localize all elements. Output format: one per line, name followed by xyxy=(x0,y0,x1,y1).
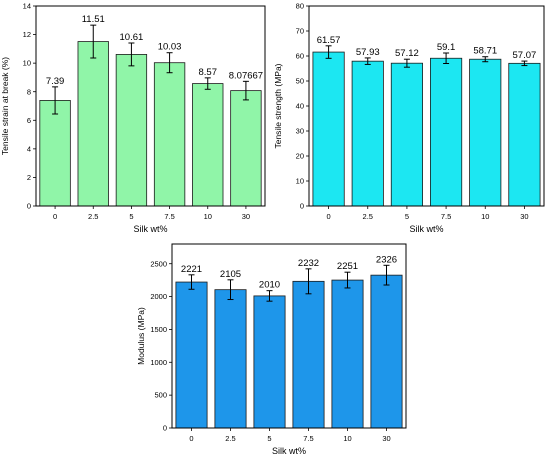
strain-y-tick-label: 4 xyxy=(27,144,31,153)
strain-value-label: 10.03 xyxy=(158,42,182,53)
strain-y-tick-label: 6 xyxy=(27,116,31,125)
modulus-bar xyxy=(331,279,364,429)
strain-x-tick-label: 2.5 xyxy=(88,212,98,221)
strength-value-label: 58.71 xyxy=(473,46,497,57)
modulus-x-tick-label: 30 xyxy=(382,434,390,443)
strain-bar xyxy=(77,41,109,207)
modulus-y-tick-label: 0 xyxy=(163,424,167,433)
modulus-y-tick-label: 2500 xyxy=(150,259,167,268)
strength-value-label: 59.1 xyxy=(437,42,456,53)
modulus-x-axis-title: Silk wt% xyxy=(272,446,306,456)
modulus-plot-frame xyxy=(171,243,407,429)
strain-y-tick-label: 12 xyxy=(23,30,31,39)
modulus-y-tick-label: 500 xyxy=(154,391,167,400)
modulus-x-tick-label: 0 xyxy=(189,434,193,443)
strength-plot-frame xyxy=(308,5,545,207)
modulus-value-label: 2232 xyxy=(298,258,319,269)
modulus-bar xyxy=(370,274,403,429)
strain-x-axis-title: Silk wt% xyxy=(133,224,167,234)
strength-y-tick-label: 70 xyxy=(296,27,304,36)
modulus-bar xyxy=(292,280,325,429)
strain-chart: 7.39 0 11.51 2.5 10.61 5 10.03 7.5 8.57 10 8.07667… xyxy=(0,2,266,234)
strain-value-label: 11.51 xyxy=(82,14,105,25)
strength-bar xyxy=(508,62,541,207)
strain-bar xyxy=(192,83,224,207)
strain-value-label: 8.57 xyxy=(199,67,218,78)
strain-bar xyxy=(39,100,71,207)
strength-x-tick-label: 5 xyxy=(405,212,409,221)
modulus-value-label: 2326 xyxy=(376,254,397,265)
strain-value-label: 7.39 xyxy=(46,76,65,87)
strength-y-tick-label: 50 xyxy=(296,77,304,86)
modulus-y-axis-title: Modulus (MPa) xyxy=(136,307,146,365)
strength-value-label: 57.93 xyxy=(356,47,380,58)
strength-y-tick-label: 80 xyxy=(296,2,304,11)
modulus-x-tick-label: 7.5 xyxy=(303,434,313,443)
strength-chart: 61.57 0 57.93 2.5 57.12 5 59.1 7.5 58.71 10 57.07 3… xyxy=(273,2,545,234)
strain-x-tick-label: 10 xyxy=(204,212,212,221)
strength-y-tick-label: 10 xyxy=(296,177,304,186)
modulus-value-label: 2251 xyxy=(337,261,358,272)
strength-bar xyxy=(430,57,463,207)
strength-y-tick-label: 20 xyxy=(296,152,304,161)
modulus-x-tick-label: 5 xyxy=(267,434,271,443)
strength-x-tick-label: 2.5 xyxy=(363,212,373,221)
strength-x-tick-label: 10 xyxy=(481,212,489,221)
strength-y-tick-label: 30 xyxy=(296,127,304,136)
strain-y-tick-label: 0 xyxy=(27,202,31,211)
strength-y-tick-label: 40 xyxy=(296,102,304,111)
strain-bar xyxy=(230,90,262,207)
strength-y-axis-title: Tensile strength (MPa) xyxy=(273,63,283,148)
strength-y-tick-label: 60 xyxy=(296,52,304,61)
strain-y-tick-label: 14 xyxy=(23,2,31,11)
strain-bar xyxy=(153,62,186,207)
strain-value-label: 8.07667 xyxy=(229,70,263,81)
strain-x-tick-label: 5 xyxy=(129,212,133,221)
strain-y-axis-title: Tensile strain at break (%) xyxy=(0,57,10,155)
modulus-x-tick-label: 2.5 xyxy=(225,434,235,443)
modulus-value-label: 2221 xyxy=(181,264,202,275)
strength-x-tick-label: 30 xyxy=(520,212,528,221)
strength-value-label: 57.12 xyxy=(395,48,419,59)
strength-x-tick-label: 7.5 xyxy=(441,212,451,221)
strain-y-tick-label: 8 xyxy=(27,87,31,96)
strength-bar xyxy=(390,62,423,207)
modulus-bar xyxy=(214,289,247,429)
strength-value-label: 57.07 xyxy=(513,50,537,61)
strength-y-tick-label: 0 xyxy=(300,202,304,211)
strength-bar xyxy=(351,60,384,207)
strain-bar xyxy=(115,54,148,207)
strain-x-tick-label: 0 xyxy=(53,212,57,221)
strain-plot-frame xyxy=(35,5,266,207)
modulus-y-tick-label: 1000 xyxy=(150,358,167,367)
strain-y-tick-label: 10 xyxy=(23,59,31,68)
strength-value-label: 61.57 xyxy=(317,35,341,46)
modulus-chart: 2221 0 2105 2.5 2010 5 2232 7.5 2251 10 2326 30 0 500… xyxy=(136,243,407,456)
strength-x-axis-title: Silk wt% xyxy=(409,224,443,234)
strength-bar xyxy=(469,58,502,207)
strain-x-tick-label: 7.5 xyxy=(164,212,174,221)
modulus-y-tick-label: 1500 xyxy=(150,325,167,334)
strain-x-tick-label: 30 xyxy=(242,212,250,221)
modulus-x-tick-label: 10 xyxy=(343,434,351,443)
modulus-bar xyxy=(175,281,208,429)
strength-x-tick-label: 0 xyxy=(326,212,330,221)
strength-bar xyxy=(312,51,345,207)
modulus-y-tick-label: 2000 xyxy=(150,292,167,301)
modulus-bar xyxy=(253,295,286,429)
modulus-value-label: 2105 xyxy=(220,269,241,280)
strain-value-label: 10.61 xyxy=(120,32,144,43)
strain-y-tick-label: 2 xyxy=(27,173,31,182)
modulus-value-label: 2010 xyxy=(259,280,280,291)
